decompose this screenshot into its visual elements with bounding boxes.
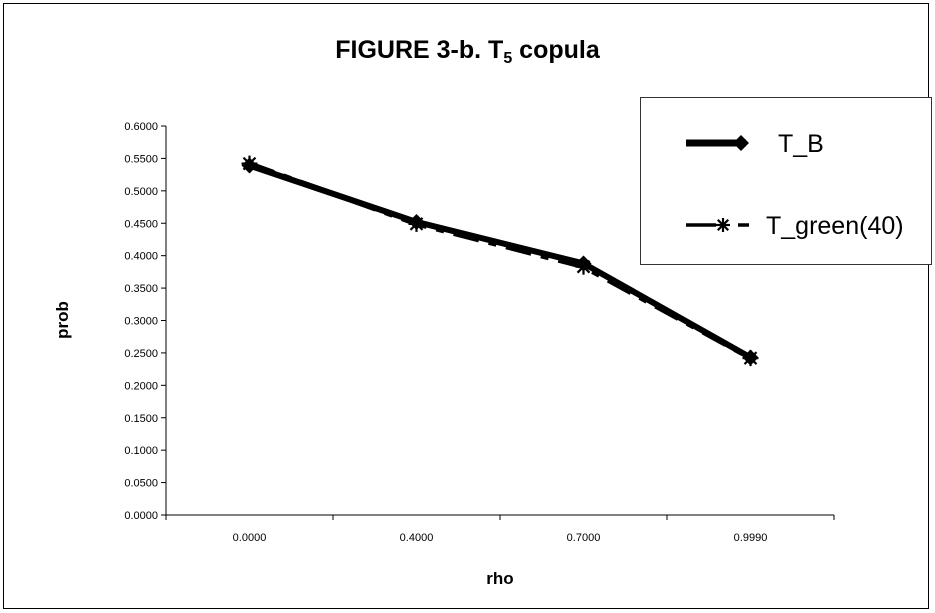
x-axis-label: rho — [486, 569, 513, 588]
legend-marker-diamond — [733, 135, 749, 151]
x-tick-label: 0.0000 — [233, 532, 267, 544]
x-tick-label: 0.4000 — [400, 532, 434, 544]
y-tick-label: 0.1500 — [124, 413, 158, 425]
x-tick-labels: 0.0000 0.4000 0.7000 0.9990 — [233, 532, 768, 544]
y-tick-label: 0.1000 — [124, 445, 158, 457]
data-point-asterisk — [742, 350, 759, 367]
y-tick-label: 0.0500 — [124, 478, 158, 490]
y-tick-label: 0.3000 — [124, 316, 158, 328]
series-line-1 — [248, 161, 752, 361]
y-tick-label: 0.4500 — [124, 218, 158, 230]
legend: T_B T_green(40) — [640, 97, 932, 265]
data-point-asterisk — [241, 155, 258, 172]
y-tick-label: 0.2500 — [124, 348, 158, 360]
data-point-asterisk — [575, 258, 592, 275]
legend-svg: T_B T_green(40) — [686, 130, 904, 240]
y-tick-label: 0.3500 — [124, 283, 158, 295]
x-tick-label: 0.7000 — [567, 532, 601, 544]
x-tick-label: 0.9990 — [734, 532, 768, 544]
chart-title: FIGURE 3-b. T5 copula — [335, 36, 600, 67]
y-tick-label: 0.6000 — [124, 121, 158, 133]
y-tick-labels: 0.0000 0.0500 0.1000 0.1500 0.2000 0.2500 0.30… — [124, 121, 158, 522]
y-tick-label: 0.5000 — [124, 186, 158, 198]
y-tick-label: 0.5500 — [124, 153, 158, 165]
y-axis-label: prob — [53, 301, 72, 339]
chart-axes — [161, 125, 835, 520]
y-tick-label: 0.0000 — [124, 510, 158, 522]
data-point-asterisk — [408, 215, 425, 232]
legend-label-0: T_B — [778, 130, 824, 158]
legend-marker-asterisk — [716, 218, 730, 232]
y-tick-label: 0.4000 — [124, 251, 158, 263]
plot-series — [241, 155, 759, 367]
y-tick-label: 0.2000 — [124, 380, 158, 392]
legend-label-1: T_green(40) — [766, 212, 904, 240]
legend-items: T_B T_green(40) — [686, 130, 904, 240]
